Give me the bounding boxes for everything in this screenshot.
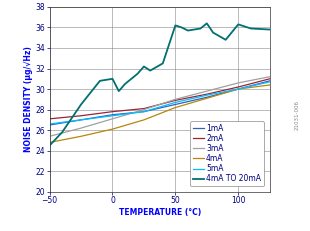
4mA TO 20mA: [60, 131, 64, 134]
3mA: [205, 90, 209, 92]
3mA: [111, 117, 114, 120]
4mA TO 20mA: [79, 103, 83, 106]
Line: 3mA: 3mA: [50, 77, 270, 136]
5mA: [142, 110, 146, 113]
4mA: [174, 106, 177, 109]
Y-axis label: NOISE DENSITY (μg/√Hz): NOISE DENSITY (μg/√Hz): [24, 46, 33, 152]
3mA: [48, 135, 51, 138]
4mA TO 20mA: [268, 28, 272, 31]
4mA TO 20mA: [117, 90, 121, 92]
4mA TO 20mA: [224, 38, 228, 41]
4mA: [111, 128, 114, 131]
2mA: [111, 110, 114, 113]
1mA: [268, 79, 272, 82]
4mA TO 20mA: [237, 23, 240, 26]
4mA TO 20mA: [211, 31, 215, 34]
4mA: [237, 88, 240, 91]
4mA TO 20mA: [180, 26, 184, 29]
4mA TO 20mA: [98, 79, 102, 82]
1mA: [174, 103, 177, 106]
4mA TO 20mA: [249, 27, 253, 30]
4mA TO 20mA: [174, 24, 177, 27]
1mA: [48, 124, 51, 126]
4mA: [48, 141, 51, 144]
5mA: [111, 114, 114, 117]
4mA TO 20mA: [123, 82, 127, 85]
2mA: [205, 93, 209, 96]
5mA: [48, 123, 51, 125]
4mA TO 20mA: [136, 72, 140, 75]
3mA: [268, 75, 272, 78]
4mA TO 20mA: [205, 22, 209, 25]
Legend: 1mA, 2mA, 3mA, 4mA, 5mA, 4mA TO 20mA: 1mA, 2mA, 3mA, 4mA, 5mA, 4mA TO 20mA: [190, 121, 264, 186]
4mA: [205, 97, 209, 100]
1mA: [79, 119, 83, 121]
5mA: [268, 80, 272, 83]
2mA: [174, 99, 177, 102]
X-axis label: TEMPERATURE (°C): TEMPERATURE (°C): [118, 208, 201, 217]
3mA: [79, 127, 83, 129]
2mA: [237, 86, 240, 88]
4mA: [268, 84, 272, 86]
Line: 1mA: 1mA: [50, 81, 270, 125]
Line: 4mA TO 20mA: 4mA TO 20mA: [50, 23, 270, 146]
Line: 4mA: 4mA: [50, 85, 270, 143]
5mA: [79, 119, 83, 121]
2mA: [79, 114, 83, 117]
1mA: [205, 96, 209, 99]
3mA: [237, 82, 240, 84]
5mA: [205, 94, 209, 97]
1mA: [142, 110, 146, 113]
4mA TO 20mA: [186, 29, 190, 32]
5mA: [237, 88, 240, 91]
Line: 2mA: 2mA: [50, 79, 270, 119]
1mA: [111, 113, 114, 116]
4mA TO 20mA: [161, 62, 165, 65]
4mA TO 20mA: [48, 144, 51, 147]
1mA: [237, 88, 240, 91]
4mA TO 20mA: [148, 69, 152, 72]
Text: 21031-006: 21031-006: [295, 100, 300, 131]
2mA: [268, 77, 272, 80]
4mA: [142, 119, 146, 121]
Line: 5mA: 5mA: [50, 82, 270, 124]
3mA: [142, 108, 146, 111]
4mA TO 20mA: [111, 77, 114, 80]
4mA: [79, 135, 83, 138]
2mA: [48, 117, 51, 120]
3mA: [174, 98, 177, 101]
5mA: [174, 101, 177, 104]
2mA: [142, 107, 146, 110]
4mA TO 20mA: [142, 65, 146, 68]
4mA TO 20mA: [199, 27, 202, 30]
